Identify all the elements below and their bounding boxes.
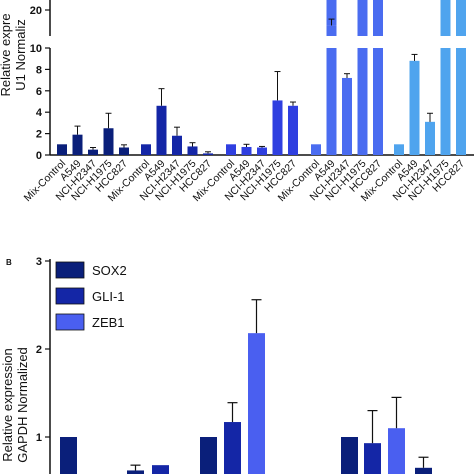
legend-swatch (55, 287, 85, 305)
bar (224, 422, 241, 474)
bar (72, 134, 83, 155)
y-tick-label: 1 (36, 432, 42, 444)
y-axis-label-line: GAPDH Normalized (15, 347, 30, 463)
bar (288, 105, 298, 155)
bar (156, 105, 167, 155)
bar (203, 153, 213, 155)
bar (152, 465, 169, 474)
y-tick-label: 0 (36, 150, 42, 162)
bar-upper (357, 0, 368, 36)
bar (187, 146, 198, 155)
bar (200, 437, 217, 474)
legend-label: GLI-1 (92, 289, 125, 304)
y-tick-label: 4 (36, 107, 43, 119)
bar (409, 60, 420, 156)
bar (103, 128, 114, 155)
bar (127, 470, 144, 474)
legend-swatch (55, 261, 85, 279)
y-tick-label: 20 (30, 5, 42, 17)
bar (311, 144, 321, 155)
bar (425, 121, 435, 155)
bar (57, 144, 67, 155)
bar (357, 48, 368, 155)
bar (456, 48, 466, 155)
bar (440, 48, 451, 155)
panel-label: B (6, 258, 12, 267)
bar (119, 147, 129, 155)
y-axis-label-line: U1 Normaliz (13, 19, 28, 91)
bar (88, 149, 98, 155)
bar (257, 147, 267, 155)
bar (241, 146, 252, 155)
bar (341, 437, 358, 474)
y-axis-label: Relative expreU1 Normaliz (0, 13, 28, 96)
bar (60, 437, 77, 474)
legend-swatch (55, 313, 85, 331)
y-tick-label: 8 (36, 64, 42, 76)
bar (342, 77, 352, 155)
y-axis-label-line: Relative expression (0, 348, 15, 461)
bar (248, 333, 265, 474)
bar (394, 144, 404, 155)
legend-label: ZEB1 (92, 315, 125, 330)
bar (373, 48, 383, 155)
bar (272, 100, 283, 155)
bar-upper (456, 0, 466, 36)
bar (172, 135, 182, 155)
panel-b: B Relative expressionGAPDH Normalized 1 2 3 S… (0, 256, 432, 474)
bar (326, 48, 337, 155)
bar-upper (326, 25, 337, 36)
y-tick-label: 2 (36, 344, 42, 356)
legend-label: SOX2 (92, 263, 127, 278)
bar (415, 467, 432, 474)
y-tick-label: 3 (36, 256, 42, 268)
bar-upper (373, 0, 383, 36)
panel-a: Relative expreU1 Normaliz200246810Mix-Co… (0, 0, 474, 204)
bar (364, 443, 381, 474)
y-tick-label: 10 (30, 43, 42, 55)
bar (141, 144, 151, 155)
bar (388, 428, 405, 474)
bar-upper (326, 0, 337, 36)
bar (226, 144, 236, 155)
bar-upper (440, 0, 451, 36)
y-tick-label: 2 (36, 129, 42, 141)
y-axis-label-line: Relative expre (0, 13, 13, 96)
y-tick-label: 6 (36, 86, 42, 98)
y-axis-label: Relative expressionGAPDH Normalized (0, 347, 30, 463)
